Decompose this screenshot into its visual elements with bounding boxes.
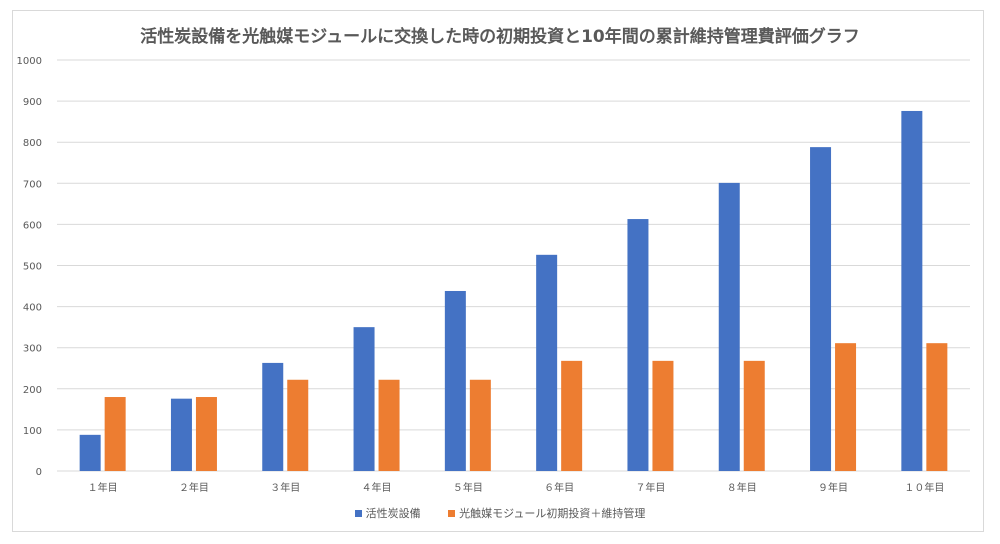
bar-activated-carbon <box>627 219 649 471</box>
bar-activated-carbon <box>536 254 558 471</box>
bar-photocatalyst <box>835 343 857 471</box>
bar-photocatalyst <box>287 379 309 471</box>
x-tick-label: ３年目 <box>270 481 300 494</box>
bar-photocatalyst <box>195 397 217 471</box>
chart-frame <box>12 10 984 532</box>
x-tick-label: ２年目 <box>179 481 209 494</box>
bar-photocatalyst <box>378 379 400 471</box>
y-tick-label: 500 <box>23 262 42 273</box>
x-tick-label: ５年目 <box>453 481 483 494</box>
y-tick-label: 100 <box>23 426 42 437</box>
x-tick-label: ６年目 <box>544 481 574 494</box>
x-tick-label: ９年目 <box>818 481 848 494</box>
bar-activated-carbon <box>170 398 192 471</box>
bar-activated-carbon <box>901 110 923 472</box>
y-tick-label: 600 <box>23 220 42 231</box>
y-tick-label: 900 <box>23 97 42 108</box>
y-tick-label: 400 <box>23 303 42 314</box>
bar-photocatalyst <box>652 360 674 471</box>
y-tick-label: 300 <box>23 344 42 355</box>
bar-activated-carbon <box>444 290 466 471</box>
x-tick-label: １年目 <box>88 481 118 494</box>
bar-photocatalyst <box>104 397 126 471</box>
y-tick-label: 200 <box>23 385 42 396</box>
bar-activated-carbon <box>810 147 832 471</box>
y-tick-label: 800 <box>23 138 42 149</box>
legend-swatch <box>354 510 362 517</box>
legend-label: 光触媒モジュール初期投資＋維持管理 <box>459 507 646 520</box>
legend-label: 活性炭設備 <box>365 507 421 520</box>
bar-activated-carbon <box>262 362 284 471</box>
legend: 活性炭設備 光触媒モジュール初期投資＋維持管理 <box>0 505 1000 521</box>
x-tick-label: ８年目 <box>727 481 757 494</box>
legend-swatch <box>448 510 456 517</box>
bar-photocatalyst <box>469 379 491 471</box>
y-tick-label: 1000 <box>17 56 42 67</box>
bar-photocatalyst <box>926 343 948 471</box>
y-tick-label: 700 <box>23 179 42 190</box>
bar-activated-carbon <box>79 434 101 471</box>
bar-activated-carbon <box>718 182 740 471</box>
bar-activated-carbon <box>353 327 375 471</box>
x-tick-label: ４年目 <box>362 481 392 494</box>
bar-photocatalyst <box>743 360 765 471</box>
legend-item-photocatalyst: 光触媒モジュール初期投資＋維持管理 <box>448 505 645 521</box>
bar-photocatalyst <box>561 360 583 471</box>
y-tick-label: 0 <box>36 467 42 478</box>
x-tick-label: １０年目 <box>904 481 944 494</box>
x-tick-label: ７年目 <box>635 481 665 494</box>
legend-item-activated-carbon: 活性炭設備 <box>354 505 421 521</box>
chart-title: 活性炭設備を光触媒モジュールに交換した時の初期投資と10年間の累計維持管理費評価… <box>140 27 860 47</box>
